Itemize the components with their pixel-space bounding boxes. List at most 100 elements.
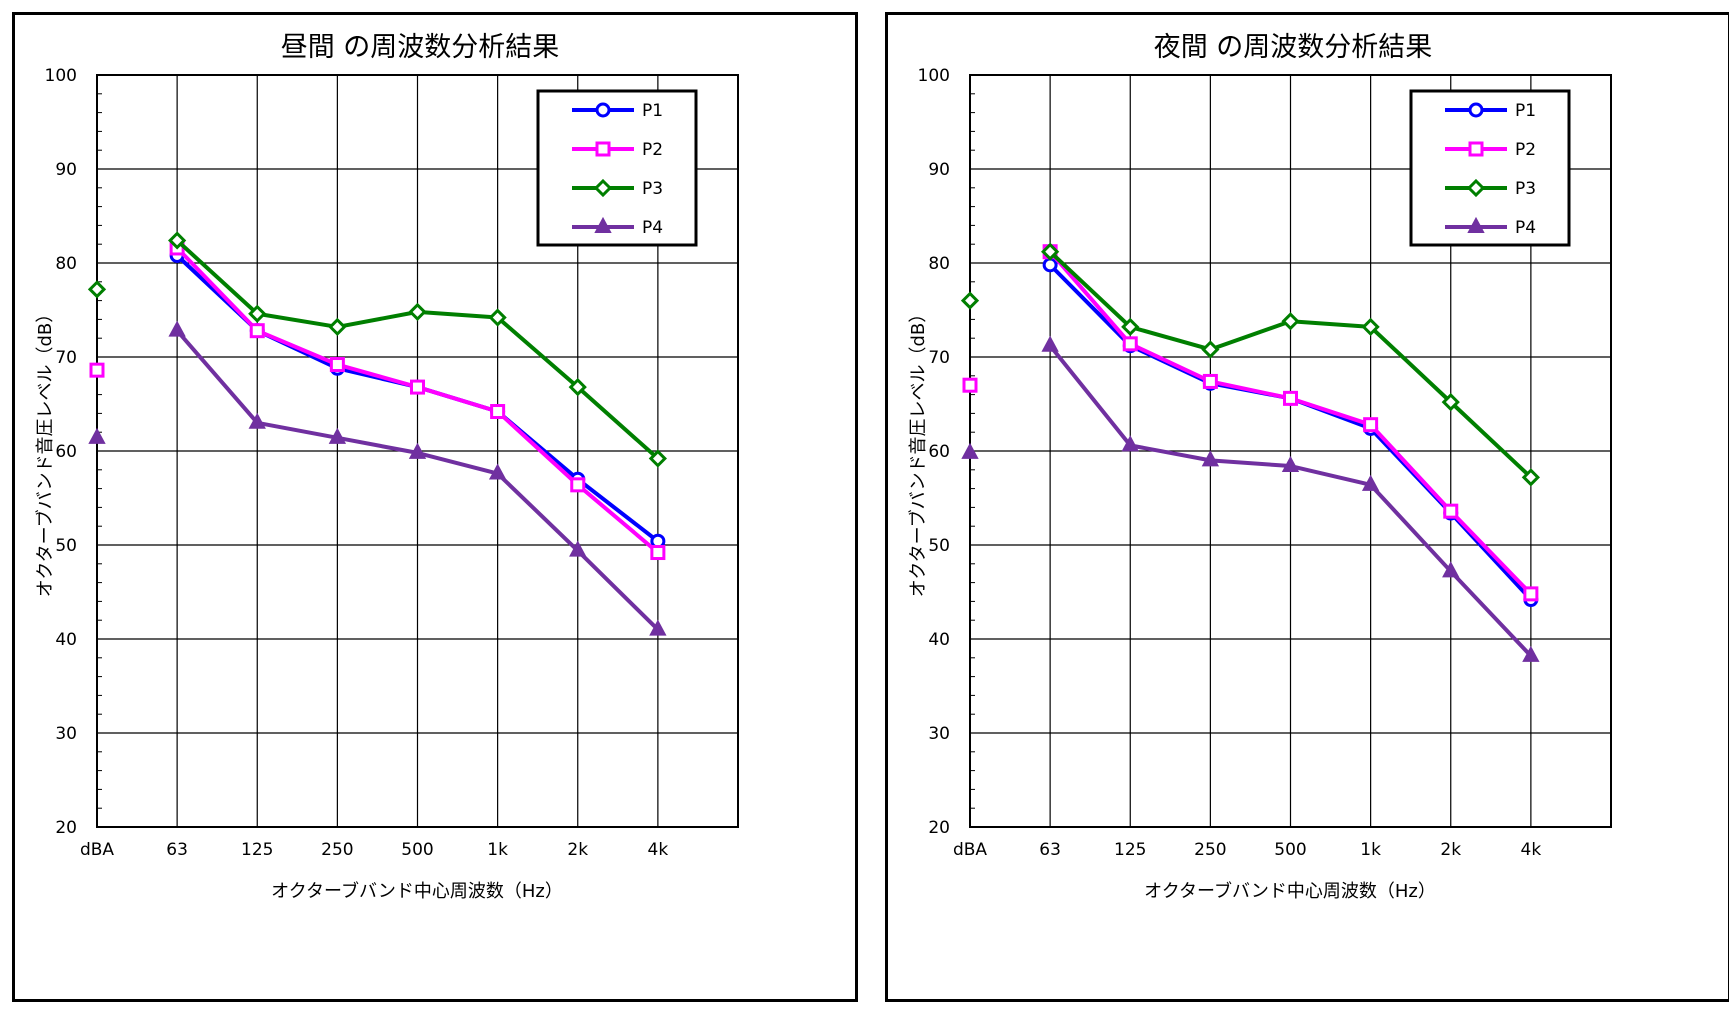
data-point <box>488 463 507 480</box>
dba-point <box>89 362 105 378</box>
data-point <box>1201 450 1220 467</box>
data-point <box>568 377 587 397</box>
legend-marker <box>1468 141 1484 157</box>
dba-point <box>88 427 106 444</box>
data-point <box>1363 417 1379 433</box>
data-point <box>1361 317 1380 337</box>
chart-title: 昼間 の周波数分析結果 <box>281 32 560 63</box>
data-point <box>248 412 266 429</box>
y-tick-label: 90 <box>55 160 77 180</box>
legend-box <box>536 89 698 247</box>
data-point <box>570 477 586 493</box>
chart-daytime: 昼間 の周波数分析結果 20 30 40 50 60 70 80 90 100 dBA 63 125 25… <box>34 32 739 902</box>
data-point <box>1281 312 1300 331</box>
x-tick-label: dBA <box>953 840 987 860</box>
chart-title: 夜間 の周波数分析結果 <box>1154 32 1433 63</box>
data-point <box>649 619 667 636</box>
data-point <box>248 304 267 323</box>
y-tick-label: 40 <box>55 630 77 650</box>
x-tick-label: 125 <box>1114 840 1146 860</box>
legend-marker <box>1468 102 1484 118</box>
data-point <box>408 442 427 459</box>
legend-marker <box>1467 216 1485 233</box>
legend-marker <box>1466 178 1486 198</box>
series-P4 <box>961 335 1540 662</box>
x-tick-label: 63 <box>166 840 188 860</box>
y-tick-label: 50 <box>55 536 77 556</box>
x-tick-label: 250 <box>321 840 353 860</box>
data-point <box>328 317 347 337</box>
data-point <box>1121 435 1139 452</box>
legend-label: P2 <box>642 140 663 160</box>
x-tick-label: 1k <box>487 840 508 860</box>
data-point <box>1521 468 1540 487</box>
data-point <box>1122 336 1138 352</box>
dba-point <box>87 280 107 299</box>
legend-label: P1 <box>642 101 663 121</box>
y-tick-label: 90 <box>928 160 950 180</box>
y-axis-label: オクターブバンド音圧レベル（dB） <box>907 305 929 598</box>
y-tick-label: 100 <box>45 66 77 86</box>
y-tick-label: 40 <box>928 630 950 650</box>
x-axis-label: オクターブバンド中心周波数（Hz） <box>1144 880 1436 902</box>
data-point <box>1442 561 1460 578</box>
x-tick-label: dBA <box>80 840 114 860</box>
data-point <box>410 379 425 395</box>
data-point <box>1283 390 1298 406</box>
legend-label: P4 <box>642 218 663 238</box>
data-point <box>329 357 345 373</box>
legend-label: P4 <box>1515 218 1536 238</box>
x-tick-label: 125 <box>241 840 273 860</box>
dba-point <box>961 442 979 459</box>
series-P4 <box>88 320 667 636</box>
data-point <box>650 545 666 561</box>
data-point <box>1281 455 1300 473</box>
x-tick-label: 500 <box>401 840 433 860</box>
data-point <box>569 540 587 557</box>
data-point <box>249 323 265 339</box>
legend-label: P1 <box>1515 101 1536 121</box>
x-tick-label: 4k <box>648 840 669 860</box>
legend-marker <box>595 141 611 157</box>
data-point <box>408 302 427 322</box>
data-point <box>1041 335 1059 352</box>
x-tick-label: 2k <box>567 840 588 860</box>
y-axis-label: オクターブバンド音圧レベル（dB） <box>34 305 56 598</box>
series-P3 <box>87 231 667 468</box>
data-point <box>1202 373 1218 389</box>
plot-border <box>96 74 739 828</box>
x-tick-label: 250 <box>1194 840 1226 860</box>
y-tick-label: 50 <box>928 536 950 556</box>
y-tick-label: 30 <box>928 724 950 744</box>
y-tick-label: 20 <box>55 818 77 838</box>
data-point <box>648 449 667 468</box>
y-tick-label: 60 <box>55 442 77 462</box>
data-point <box>1523 586 1539 602</box>
data-point <box>168 320 186 337</box>
data-point <box>1522 645 1540 662</box>
legend-marker <box>594 216 612 233</box>
y-tick-label: 100 <box>918 66 950 86</box>
legend: P1 P2 P3 P4 <box>536 89 698 247</box>
y-tick-label: 80 <box>928 254 950 274</box>
series-P2 <box>89 240 666 561</box>
legend-label: P3 <box>1515 179 1536 199</box>
x-tick-label: 63 <box>1039 840 1061 860</box>
legend-box <box>1409 89 1571 247</box>
x-tick-label: 1k <box>1360 840 1381 860</box>
data-point <box>1441 392 1460 412</box>
y-tick-label: 80 <box>55 254 77 274</box>
chart-panel-daytime: 昼間 の周波数分析結果 20 30 40 50 60 70 80 90 100 dBA 63 125 25… <box>12 12 858 1002</box>
data-point <box>1041 242 1060 261</box>
data-point <box>1443 503 1459 519</box>
data-point <box>1361 474 1380 491</box>
legend-marker <box>595 102 611 118</box>
y-tick-label: 70 <box>55 348 77 368</box>
y-tick-label: 30 <box>55 724 77 744</box>
legend-label: P3 <box>642 179 663 199</box>
legend-marker <box>593 178 613 198</box>
series-P3 <box>960 242 1540 487</box>
data-point <box>490 404 506 420</box>
chart-nighttime: 夜間 の周波数分析結果 20 30 40 50 60 70 80 90 100 dBA 63 125 25… <box>907 32 1612 902</box>
legend-label: P2 <box>1515 140 1536 160</box>
